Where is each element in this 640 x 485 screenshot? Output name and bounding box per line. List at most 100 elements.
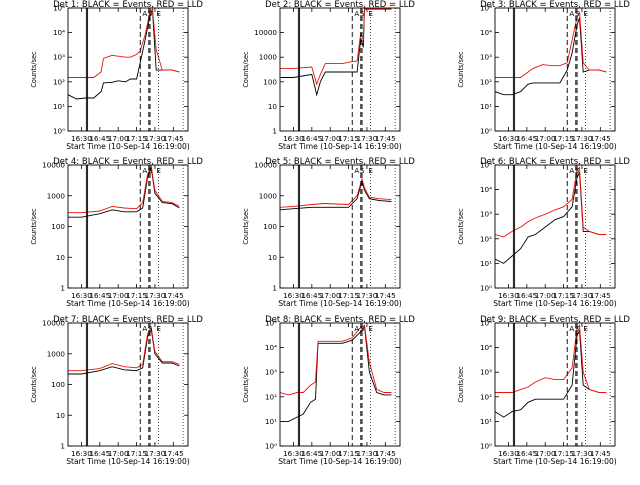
y-tick-label: 1 — [60, 284, 65, 293]
y-tick-label: 10¹ — [480, 417, 492, 426]
plot-title: Det 4: BLACK = Events, RED = LLD — [53, 157, 203, 167]
event-marker-label: A — [354, 324, 359, 333]
y-tick-label: 10⁰ — [480, 127, 492, 136]
plot-title: Det 5: BLACK = Events, RED = LLD — [265, 157, 415, 167]
y-axis-label: Counts/sec — [30, 366, 38, 403]
event-marker-label: A — [354, 9, 359, 18]
y-tick-label: 10² — [480, 392, 492, 401]
x-tick-label: 16:30 — [283, 134, 304, 143]
y-tick-label: 10³ — [265, 368, 277, 377]
event-marker-label: A — [569, 166, 574, 175]
lld-series-line — [68, 165, 180, 214]
x-tick-label: 17:30 — [357, 134, 378, 143]
event-marker-label: E — [156, 166, 161, 175]
x-axis-label: Start Time (10-Sep-14 16:19:00) — [66, 299, 190, 308]
plot-frame — [279, 322, 401, 447]
x-tick-label: 16:30 — [71, 449, 92, 458]
x-tick-label: 16:30 — [498, 449, 519, 458]
event-marker-label: A — [142, 9, 147, 18]
x-tick-label: 16:45 — [89, 291, 110, 300]
y-tick-label: 10¹ — [265, 417, 277, 426]
detector-panel: Det 2: BLACK = Events, RED = LLD Counts/s… — [242, 0, 415, 151]
x-tick-label: 17:00 — [320, 291, 341, 300]
y-tick-label: 10² — [265, 392, 277, 401]
plot-frame — [67, 164, 189, 289]
x-axis-label: Start Time (10-Sep-14 16:19:00) — [66, 457, 190, 466]
event-marker-label: E — [156, 9, 161, 18]
x-axis-label: Start Time (10-Sep-14 16:19:00) — [66, 142, 190, 151]
y-axis-label: Counts/sec — [457, 51, 465, 88]
event-marker-label: S — [148, 166, 153, 175]
x-tick-label: 17:30 — [572, 134, 593, 143]
x-tick-label: 16:45 — [301, 291, 322, 300]
event-marker-label: E — [368, 9, 373, 18]
y-tick-label: 10³ — [480, 210, 492, 219]
y-tick-label: 100 — [51, 380, 65, 389]
x-tick-label: 17:45 — [163, 449, 184, 458]
event-marker-label: E — [368, 324, 373, 333]
x-axis-label: Start Time (10-Sep-14 16:19:00) — [493, 299, 617, 308]
detector-panel: Det 7: BLACK = Events, RED = LLD Counts/s… — [30, 315, 203, 466]
lld-series-line — [68, 8, 180, 78]
plot-data-area — [68, 165, 180, 218]
events-series-line — [68, 328, 180, 375]
lld-series-line — [495, 166, 607, 238]
y-tick-label: 10⁴ — [480, 185, 492, 194]
x-tick-label: 17:00 — [535, 291, 556, 300]
y-tick-label: 10¹ — [53, 102, 65, 111]
x-tick-label: 17:00 — [320, 134, 341, 143]
plot-data-area — [280, 8, 392, 97]
x-tick-label: 17:00 — [320, 449, 341, 458]
y-tick-label: 10 — [56, 253, 66, 262]
x-tick-label: 16:30 — [283, 291, 304, 300]
x-tick-label: 17:30 — [572, 449, 593, 458]
x-tick-label: 16:45 — [89, 134, 110, 143]
y-tick-label: 10000 — [42, 319, 65, 328]
plot-data-area — [495, 166, 607, 264]
y-tick-label: 10³ — [480, 368, 492, 377]
detector-panel: Det 9: BLACK = Events, RED = LLD Counts/s… — [457, 315, 630, 466]
plot-data-area — [495, 324, 607, 418]
lld-series-line — [495, 11, 607, 78]
lld-series-line — [68, 326, 180, 372]
event-marker-label: E — [583, 324, 588, 333]
event-marker-label: S — [148, 9, 153, 18]
x-tick-label: 17:15 — [126, 134, 147, 143]
y-tick-label: 1 — [272, 284, 277, 293]
plot-title: Det 2: BLACK = Events, RED = LLD — [265, 0, 415, 10]
event-marker-label: A — [142, 166, 147, 175]
x-tick-label: 16:30 — [283, 449, 304, 458]
plot-frame — [494, 7, 616, 132]
lld-series-line — [495, 324, 607, 393]
x-tick-label: 17:30 — [145, 134, 166, 143]
plot-data-area — [68, 8, 180, 100]
y-tick-label: 10000 — [254, 28, 277, 37]
y-tick-label: 1000 — [47, 349, 66, 358]
event-marker-label: A — [569, 324, 574, 333]
y-tick-label: 100 — [263, 222, 277, 231]
detector-panel: Det 6: BLACK = Events, RED = LLD Counts/s… — [457, 157, 630, 308]
x-tick-label: 16:45 — [301, 449, 322, 458]
x-tick-label: 17:15 — [338, 291, 359, 300]
plot-frame — [279, 7, 401, 132]
events-series-line — [68, 8, 180, 100]
x-tick-label: 17:15 — [126, 291, 147, 300]
events-series-line — [495, 172, 607, 264]
detector-panel: Det 5: BLACK = Events, RED = LLD Counts/s… — [242, 157, 415, 308]
event-marker-label: A — [354, 166, 359, 175]
x-tick-label: 17:45 — [375, 449, 396, 458]
x-tick-label: 17:30 — [357, 291, 378, 300]
x-tick-label: 17:15 — [553, 449, 574, 458]
y-tick-label: 1000 — [259, 191, 278, 200]
event-marker-label: E — [156, 324, 161, 333]
event-marker-label: S — [360, 166, 365, 175]
events-series-line — [280, 179, 392, 211]
y-tick-label: 10² — [480, 234, 492, 243]
detector-panel: Det 8: BLACK = Events, RED = LLD Counts/s… — [242, 315, 415, 466]
x-tick-label: 17:30 — [357, 449, 378, 458]
y-tick-label: 10⁴ — [480, 28, 492, 37]
events-series-line — [495, 17, 607, 96]
plot-frame — [494, 322, 616, 447]
x-axis-label: Start Time (10-Sep-14 16:19:00) — [493, 142, 617, 151]
